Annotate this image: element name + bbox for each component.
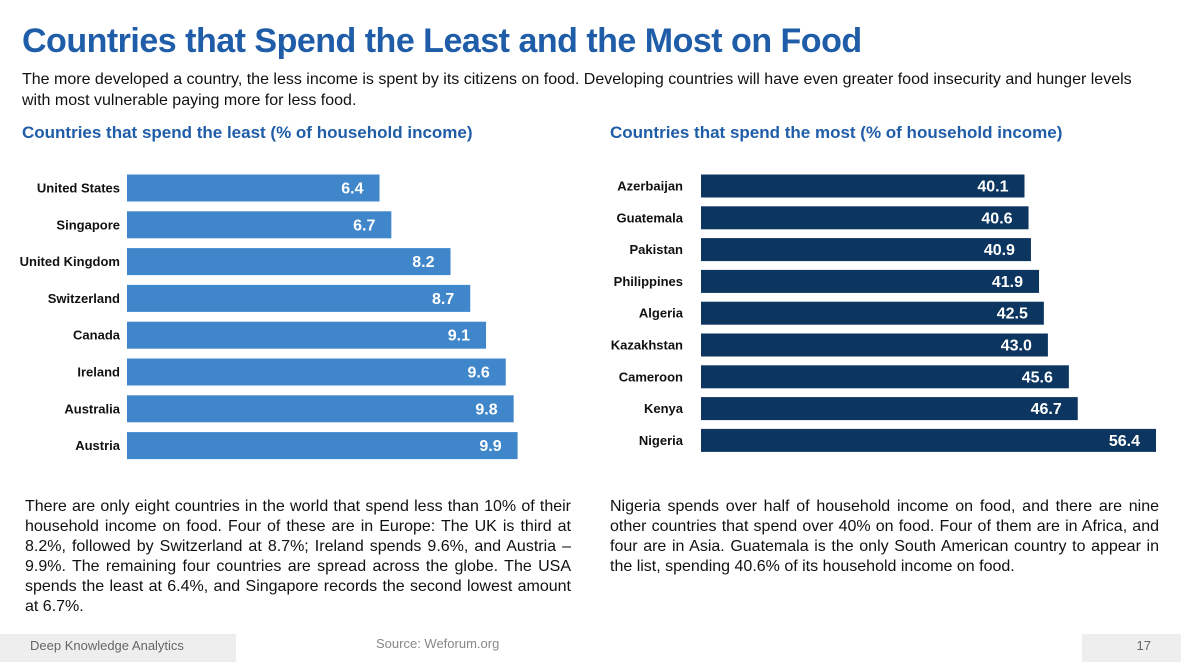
- right-bar-2: [701, 238, 1031, 262]
- left-value-label-3: 8.7: [432, 291, 454, 308]
- right-value-label-4: 42.5: [997, 306, 1028, 323]
- left-value-label-7: 9.9: [479, 438, 501, 455]
- left-paragraph: There are only eight countries in the wo…: [25, 498, 571, 615]
- left-value-label-0: 6.4: [341, 181, 363, 198]
- left-value-label-4: 9.1: [448, 328, 470, 345]
- right-category-label-2: Pakistan: [630, 242, 684, 257]
- page-number: 17: [1082, 634, 1181, 662]
- left-category-label-5: Ireland: [77, 365, 120, 380]
- right-bar-chart: Azerbaijan 40.1 Guatemala 40.6 Pakistan 40.9 P…: [611, 174, 1156, 452]
- right-category-label-8: Nigeria: [639, 433, 684, 448]
- left-bar-5: [127, 358, 506, 386]
- page-title: Countries that Spend the Least and the M…: [22, 22, 862, 60]
- right-value-label-6: 45.6: [1022, 369, 1053, 386]
- right-bar-4: [701, 301, 1044, 325]
- right-category-label-6: Cameroon: [619, 369, 683, 384]
- left-value-label-5: 9.6: [468, 365, 490, 382]
- left-category-label-4: Canada: [73, 328, 121, 343]
- right-category-label-7: Kenya: [644, 401, 684, 416]
- left-category-label-6: Australia: [64, 401, 120, 416]
- footer-source: Source: Weforum.org: [376, 636, 500, 651]
- right-bar-7: [701, 397, 1078, 421]
- left-bar-chart: United States 6.4 Singapore 6.7 United Kingd…: [20, 174, 518, 460]
- left-category-label-2: United Kingdom: [20, 254, 120, 269]
- right-bar-3: [701, 269, 1040, 293]
- left-category-label-1: Singapore: [56, 217, 120, 232]
- left-category-label-3: Switzerland: [48, 291, 120, 306]
- right-category-label-5: Kazakhstan: [611, 338, 683, 353]
- left-bar-3: [127, 284, 471, 312]
- left-chart-title: Countries that spend the least (% of hou…: [22, 123, 473, 142]
- left-category-label-7: Austria: [75, 438, 121, 453]
- right-bar-8: [701, 428, 1156, 452]
- right-value-label-5: 43.0: [1001, 338, 1032, 355]
- left-bar-0: [127, 174, 380, 202]
- right-bar-1: [701, 206, 1029, 230]
- right-value-label-3: 41.9: [992, 274, 1023, 291]
- right-category-label-4: Algeria: [639, 306, 684, 321]
- left-value-label-1: 6.7: [353, 217, 375, 234]
- right-category-label-0: Azerbaijan: [617, 179, 683, 194]
- right-bar-0: [701, 174, 1025, 198]
- page-subtitle: The more developed a country, the less i…: [22, 71, 1132, 109]
- left-bar-1: [127, 211, 392, 239]
- right-chart-title: Countries that spend the most (% of hous…: [610, 123, 1063, 142]
- left-bar-2: [127, 248, 451, 276]
- right-category-label-1: Guatemala: [617, 210, 684, 225]
- left-bar-4: [127, 321, 487, 349]
- left-value-label-6: 9.8: [475, 401, 497, 418]
- right-value-label-2: 40.9: [984, 242, 1015, 259]
- right-bar-6: [701, 365, 1069, 389]
- right-category-label-3: Philippines: [614, 274, 683, 289]
- right-value-label-7: 46.7: [1031, 401, 1062, 418]
- right-value-label-8: 56.4: [1109, 433, 1140, 450]
- left-value-label-2: 8.2: [412, 254, 434, 271]
- left-bar-7: [127, 432, 518, 460]
- right-value-label-0: 40.1: [977, 179, 1008, 196]
- left-bar-6: [127, 395, 514, 423]
- right-bar-5: [701, 333, 1048, 357]
- right-value-label-1: 40.6: [981, 210, 1012, 227]
- footer-brand: Deep Knowledge Analytics: [0, 634, 236, 662]
- left-category-label-0: United States: [37, 181, 120, 196]
- right-paragraph: Nigeria spends over half of household in…: [610, 498, 1159, 575]
